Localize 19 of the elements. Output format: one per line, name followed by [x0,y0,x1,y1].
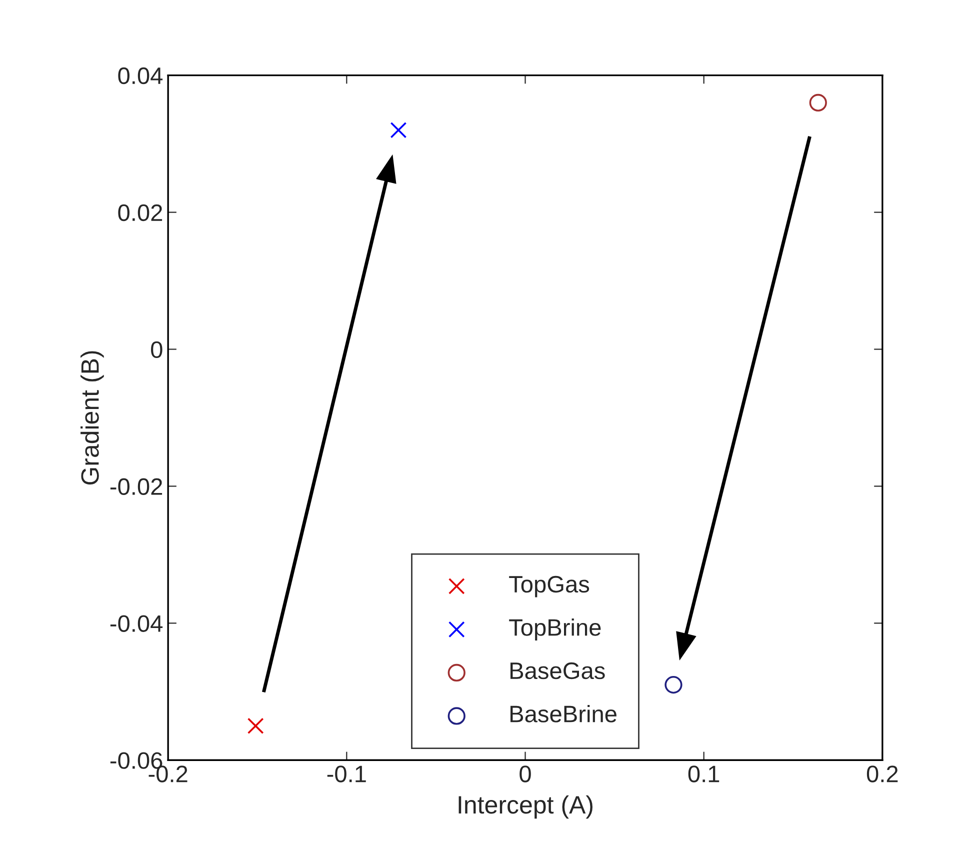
y-tick-label: 0.04 [118,67,163,84]
x-tick-label: 0.1 [688,766,720,782]
x-tick-label: 0 [520,766,531,782]
legend-label: TopBrine [509,618,601,641]
legend-label: TopGas [509,576,590,598]
x-tick-label: -0.1 [327,766,366,782]
y-tick-label: -0.04 [110,615,163,632]
x-axis-title: Intercept (A) [458,795,592,819]
y-axis-title: Gradient (B) [80,351,104,485]
point [390,122,407,138]
point [809,94,827,112]
y-tick-label: 0.02 [118,204,162,222]
legend-label: BaseGas [510,662,605,680]
y-tick-label: 0 [151,341,162,358]
point [664,676,682,694]
legend-label: BaseBrine [510,705,616,722]
point [247,718,264,734]
x-tick-label: 0.2 [866,766,898,782]
y-tick-label: -0.02 [110,478,162,495]
